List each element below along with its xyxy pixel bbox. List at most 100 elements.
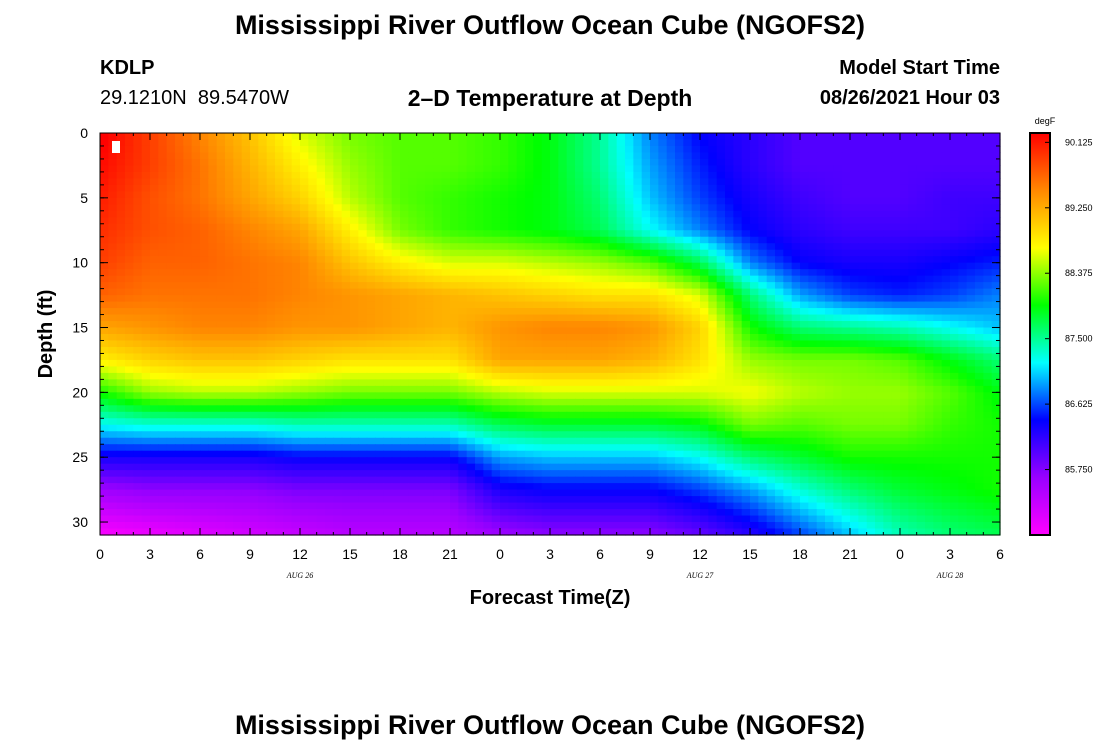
heatmap-cell: [525, 418, 534, 426]
heatmap-cell: [475, 366, 484, 374]
heatmap-cell: [258, 385, 268, 393]
heatmap-cell: [608, 353, 618, 361]
heatmap-cell: [775, 210, 784, 218]
heatmap-cell: [875, 359, 884, 368]
heatmap-cell: [425, 334, 434, 342]
heatmap-cell: [366, 275, 376, 283]
heatmap-cell: [141, 353, 151, 361]
heatmap-cell: [825, 139, 834, 147]
heatmap-cell: [658, 392, 668, 400]
heatmap-cell: [300, 223, 309, 231]
heatmap-cell: [866, 372, 876, 380]
heatmap-cell: [225, 223, 234, 231]
heatmap-cell: [758, 171, 768, 179]
heatmap-cell: [466, 301, 476, 309]
heatmap-cell: [175, 184, 184, 192]
heatmap-cell: [541, 236, 551, 244]
heatmap-cell: [908, 282, 918, 290]
heatmap-cell: [341, 372, 351, 380]
heatmap-cell: [750, 385, 759, 393]
heatmap-cell: [825, 158, 834, 167]
heatmap-cell: [700, 133, 709, 141]
heatmap-cell: [958, 230, 968, 238]
heatmap-cell: [241, 139, 251, 147]
heatmap-cell: [316, 197, 326, 205]
heatmap-cell: [625, 359, 634, 368]
heatmap-cell: [475, 152, 484, 160]
heatmap-cell: [433, 197, 443, 205]
heatmap-cell: [516, 405, 526, 413]
heatmap-cell: [891, 301, 901, 309]
heatmap-cell: [825, 359, 834, 368]
heatmap-cell: [391, 288, 401, 296]
heatmap-cell: [466, 269, 476, 277]
heatmap-cell: [583, 275, 593, 283]
heatmap-cell: [816, 223, 826, 231]
heatmap-cell: [700, 340, 709, 348]
heatmap-cell: [400, 210, 409, 218]
heatmap-cell: [408, 346, 418, 355]
heatmap-cell: [616, 353, 626, 361]
heatmap-cell: [741, 275, 751, 283]
heatmap-cell: [458, 178, 468, 186]
heatmap-cell: [916, 321, 926, 329]
heatmap-cell: [441, 424, 451, 432]
heatmap-cell: [375, 184, 384, 192]
heatmap-cell: [233, 133, 243, 141]
heatmap-cell: [441, 269, 451, 277]
heatmap-cell: [466, 295, 476, 303]
heatmap-cell: [875, 165, 884, 173]
heatmap-cell: [400, 139, 409, 147]
heatmap-cell: [266, 359, 276, 368]
heatmap-cell: [358, 295, 368, 303]
heatmap-cell: [925, 230, 934, 238]
heatmap-cell: [108, 269, 118, 277]
heatmap-cell: [208, 359, 218, 368]
heatmap-cell: [175, 327, 184, 335]
heatmap-cell: [275, 158, 284, 167]
heatmap-cell: [666, 379, 676, 387]
heatmap-cell: [191, 418, 201, 426]
heatmap-cell: [575, 295, 584, 303]
heatmap-cell: [675, 321, 684, 329]
heatmap-cell: [733, 359, 743, 368]
heatmap-cell: [641, 133, 651, 141]
heatmap-cell: [650, 158, 659, 167]
heatmap-cell: [758, 178, 768, 186]
heatmap-cell: [833, 256, 843, 264]
heatmap-cell: [233, 152, 243, 160]
heatmap-cell: [175, 379, 184, 387]
heatmap-cell: [358, 243, 368, 251]
heatmap-cell: [208, 230, 218, 238]
heatmap-cell: [250, 340, 259, 348]
heatmap-cell: [141, 249, 151, 257]
heatmap-cell: [141, 133, 151, 141]
heatmap-cell: [808, 295, 818, 303]
heatmap-cell: [800, 275, 809, 283]
heatmap-cell: [200, 230, 209, 238]
heatmap-cell: [966, 249, 976, 257]
heatmap-cell: [100, 262, 109, 270]
heatmap-cell: [500, 327, 509, 335]
heatmap-cell: [466, 145, 476, 154]
heatmap-cell: [733, 133, 743, 141]
heatmap-cell: [716, 424, 726, 432]
heatmap-cell: [741, 158, 751, 167]
heatmap-cell: [791, 346, 801, 355]
heatmap-cell: [516, 145, 526, 154]
heatmap-cell: [616, 243, 626, 251]
heatmap-cell: [691, 405, 701, 413]
heatmap-cell: [241, 178, 251, 186]
heatmap-cell: [583, 334, 593, 342]
heatmap-cell: [391, 353, 401, 361]
heatmap-cell: [300, 366, 309, 374]
heatmap-cell: [758, 236, 768, 244]
heatmap-cell: [966, 133, 976, 141]
heatmap-cell: [550, 223, 559, 231]
heatmap-cell: [750, 288, 759, 296]
heatmap-cell: [800, 210, 809, 218]
heatmap-cell: [416, 145, 426, 154]
heatmap-cell: [350, 236, 359, 244]
heatmap-cell: [141, 165, 151, 173]
heatmap-cell: [350, 178, 359, 186]
